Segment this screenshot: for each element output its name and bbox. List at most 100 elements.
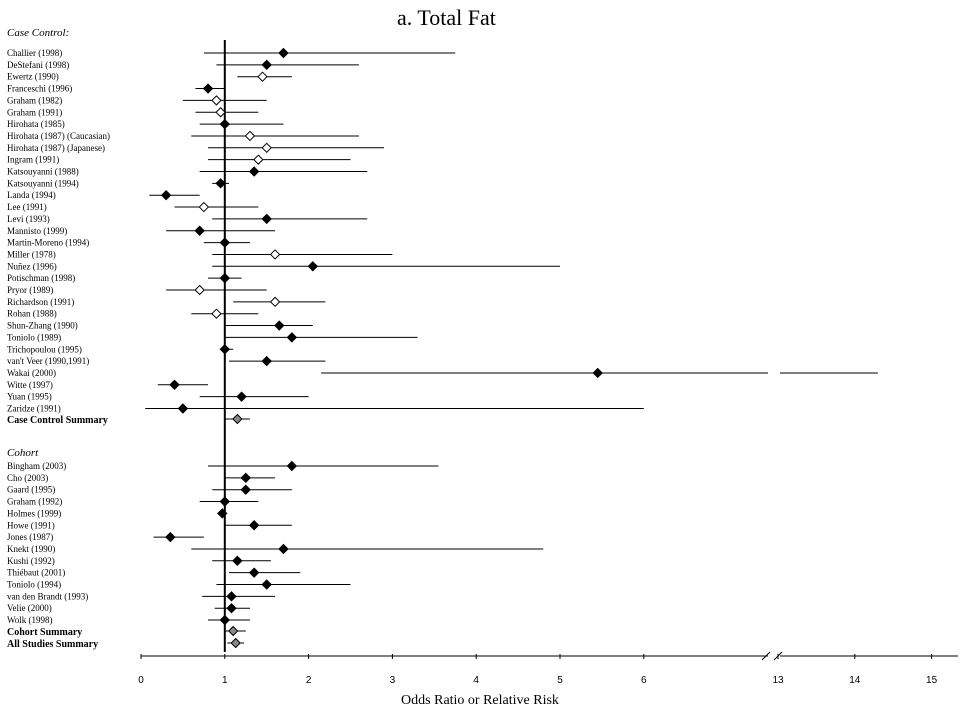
study-row: Graham (1982)	[7, 95, 267, 106]
summary-label: Case Control Summary	[7, 415, 108, 426]
point-estimate-marker	[194, 284, 205, 296]
study-row: Wakai (2000)	[7, 367, 878, 379]
point-estimate-marker	[248, 567, 260, 578]
study-row: Thiébaut (2001)	[7, 567, 301, 578]
section-label-cohort: Cohort	[7, 447, 39, 459]
study-label: Potischman (1998)	[7, 273, 75, 283]
study-row: Martin-Moreno (1994)	[7, 237, 250, 248]
study-row: Witte (1997)	[7, 379, 209, 391]
x-tick-label: 2	[306, 675, 312, 686]
study-row: Graham (1992)	[7, 496, 259, 507]
point-estimate-marker	[257, 71, 268, 82]
study-label: Velie (2000)	[7, 603, 52, 613]
study-row: Trichopoulou (1995)	[7, 344, 234, 355]
section-label-case-control: Case Control:	[7, 27, 69, 39]
study-label: Mannisto (1999)	[7, 226, 67, 236]
study-label: Kushi (1992)	[7, 556, 55, 566]
x-tick-label: 3	[390, 675, 396, 686]
study-label: Miller (1978)	[7, 249, 56, 259]
study-label: Shun-Zhang (1990)	[7, 321, 78, 331]
point-estimate-marker	[240, 484, 251, 495]
study-row: Miller (1978)	[7, 249, 393, 260]
point-estimate-marker	[261, 59, 272, 71]
study-row: Howe (1991)	[7, 520, 292, 531]
study-label: Howe (1991)	[7, 520, 55, 530]
point-estimate-marker	[211, 95, 222, 106]
study-label: Nuñez (1996)	[7, 261, 57, 271]
point-estimate-marker	[202, 83, 214, 94]
study-row: Shun-Zhang (1990)	[7, 320, 313, 331]
study-row: Cho (2003)	[7, 472, 276, 484]
study-row: Bingham (2003)	[7, 460, 439, 472]
point-estimate-marker	[226, 591, 237, 602]
point-estimate-marker	[261, 579, 272, 590]
study-label: Gaard (1995)	[7, 485, 55, 495]
study-label: Franceschi (1996)	[7, 84, 72, 94]
point-estimate-marker	[248, 166, 260, 177]
study-label: Richardson (1991)	[7, 297, 74, 307]
point-estimate-marker	[269, 249, 281, 260]
study-row: Hirohata (1987) (Japanese)	[7, 142, 385, 154]
study-row: Mannisto (1999)	[7, 225, 276, 236]
study-label: Graham (1992)	[7, 497, 62, 507]
x-tick-label: 1	[222, 675, 228, 686]
study-row: Toniolo (1989)	[7, 332, 418, 343]
study-row: Hirohata (1987) (Caucasian)	[7, 130, 359, 142]
study-row: Jones (1987)	[7, 531, 204, 543]
study-label: Holmes (1999)	[7, 508, 61, 518]
study-label: Thiébaut (2001)	[7, 568, 65, 578]
study-row: Nuñez (1996)	[7, 261, 560, 272]
point-estimate-marker	[307, 261, 318, 272]
study-row: Challier (1998)	[7, 47, 456, 59]
study-row: Ingram (1991)	[7, 154, 351, 165]
study-label: van't Veer (1990,1991)	[7, 356, 89, 366]
summary-label: Cohort Summary	[7, 627, 82, 638]
study-row: Pryor (1989)	[7, 284, 267, 296]
point-estimate-marker	[592, 367, 603, 379]
x-tick-label: 15	[926, 675, 938, 686]
point-estimate-marker	[240, 472, 251, 484]
study-row: Gaard (1995)	[7, 484, 292, 495]
summary-marker	[227, 625, 239, 637]
study-label: Ewertz (1990)	[7, 72, 59, 82]
study-label: Toniolo (1989)	[7, 332, 61, 342]
study-row: Franceschi (1996)	[7, 83, 225, 94]
study-row: Richardson (1991)	[7, 296, 326, 308]
x-tick-label: 5	[557, 675, 563, 686]
study-label: Cho (2003)	[7, 473, 48, 483]
point-estimate-marker	[278, 47, 289, 59]
point-estimate-marker	[194, 225, 205, 236]
study-label: Martin-Moreno (1994)	[7, 238, 89, 248]
study-label: Pryor (1989)	[7, 285, 53, 295]
point-estimate-marker	[219, 344, 231, 355]
study-label: Landa (1994)	[7, 190, 56, 200]
study-label: van den Brandt (1993)	[7, 591, 88, 601]
point-estimate-marker	[274, 320, 285, 331]
point-estimate-marker	[286, 332, 298, 343]
study-row: Zaridze (1991)	[7, 403, 644, 414]
study-label: Rohan (1988)	[7, 309, 57, 319]
study-label: Zaridze (1991)	[7, 404, 61, 414]
point-estimate-marker	[286, 460, 298, 472]
study-row: Levi (1993)	[7, 213, 368, 225]
summary-label: All Studies Summary	[7, 639, 98, 650]
study-row: Yuan (1995)	[7, 391, 309, 402]
study-row: Landa (1994)	[7, 189, 200, 201]
point-estimate-marker	[160, 189, 172, 201]
study-row: Katsouyanni (1994)	[7, 178, 229, 189]
point-estimate-marker	[219, 614, 231, 626]
point-estimate-marker	[269, 296, 281, 308]
x-tick-label: 0	[138, 675, 144, 686]
point-estimate-marker	[165, 531, 176, 543]
axis-break-mark	[761, 651, 771, 661]
study-row: Hirohata (1985)	[7, 118, 284, 130]
case-control-summary-row: Case Control Summary	[7, 413, 250, 426]
x-axis-label: Odds Ratio or Relative Risk	[401, 693, 559, 708]
study-row: van't Veer (1990,1991)	[7, 355, 326, 367]
study-row: van den Brandt (1993)	[7, 591, 276, 602]
point-estimate-marker	[253, 154, 264, 165]
summary-marker	[230, 637, 241, 649]
cohort-summary-row: Cohort Summary	[7, 625, 246, 638]
study-label: Hirohata (1987) (Caucasian)	[7, 131, 110, 141]
